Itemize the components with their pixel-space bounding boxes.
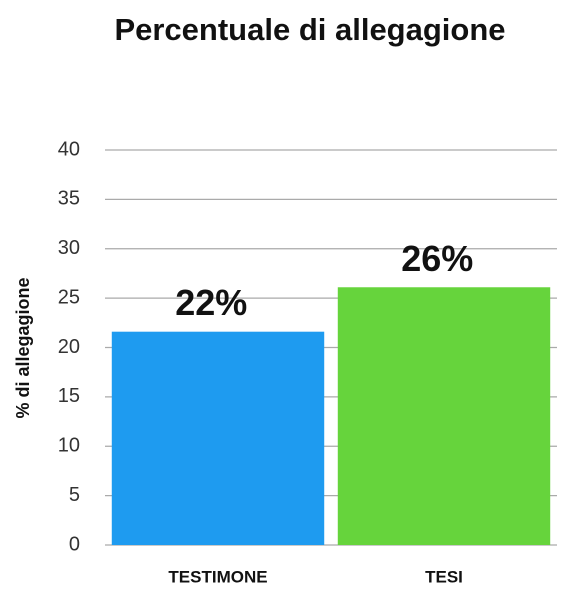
x-tick-label: TESI [425, 567, 463, 586]
y-tick-label: 15 [58, 385, 80, 407]
y-tick-label: 35 [58, 188, 80, 210]
y-tick-label: 5 [69, 484, 80, 506]
chart-title: Percentuale di allegagione [114, 12, 505, 47]
bar [111, 331, 325, 545]
value-label: 22% [175, 282, 247, 323]
y-tick-label: 30 [58, 237, 80, 259]
x-tick-label: TESTIMONE [168, 567, 267, 586]
y-tick-label: 20 [58, 336, 80, 358]
y-axis-label: % di allegagione [13, 277, 33, 418]
value-label: 26% [401, 238, 473, 279]
y-tick-label: 0 [69, 533, 80, 555]
y-tick-label: 40 [58, 138, 80, 160]
y-tick-label: 25 [58, 286, 80, 308]
y-tick-label: 10 [58, 435, 80, 457]
bar [337, 287, 551, 545]
